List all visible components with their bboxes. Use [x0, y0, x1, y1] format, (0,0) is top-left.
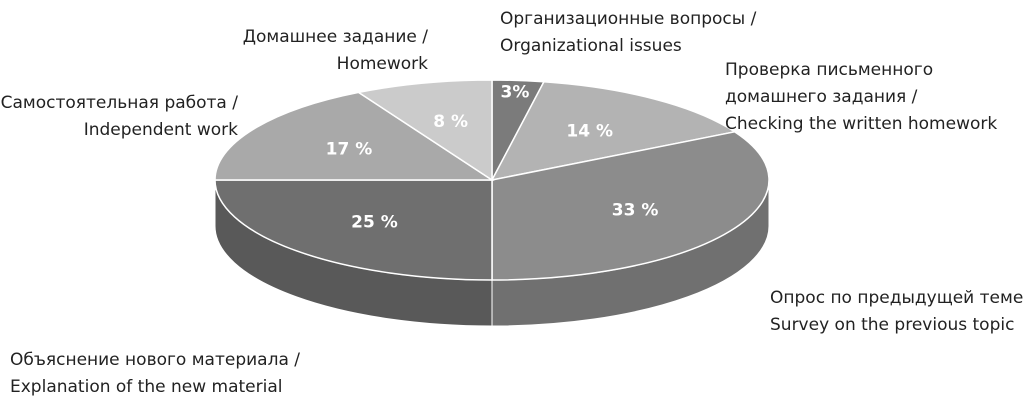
value-label: 25 %: [351, 212, 398, 232]
pie-slice: [214, 91, 495, 181]
category-label: Организационные вопросы /: [500, 9, 757, 29]
value-label: 14 %: [566, 121, 613, 141]
category-label: Independent work: [84, 120, 238, 140]
category-label: Organizational issues: [500, 36, 682, 56]
category-label: Survey on the previous topic: [770, 315, 1014, 335]
category-label: Проверка письменного: [725, 60, 933, 80]
pie-slice: [214, 179, 493, 281]
value-label: 8 %: [433, 112, 468, 132]
category-label: Homework: [337, 54, 428, 74]
category-label: домашнего задания /: [725, 87, 918, 107]
category-label: Объяснение нового материала /: [10, 350, 300, 370]
pie-slice: [356, 79, 493, 182]
pie-slice: [491, 131, 770, 281]
category-label: Опрос по предыдущей теме /: [770, 288, 1024, 308]
value-label: 3%: [501, 82, 530, 102]
category-label: Checking the written homework: [725, 114, 997, 134]
value-label: 33 %: [612, 201, 659, 221]
category-label: Explanation of the new material: [10, 377, 282, 397]
pie-slice: [490, 80, 737, 182]
category-label: Домашнее задание /: [243, 27, 429, 47]
value-label: 17 %: [326, 139, 373, 159]
category-label: Самостоятельная работа /: [1, 93, 239, 113]
